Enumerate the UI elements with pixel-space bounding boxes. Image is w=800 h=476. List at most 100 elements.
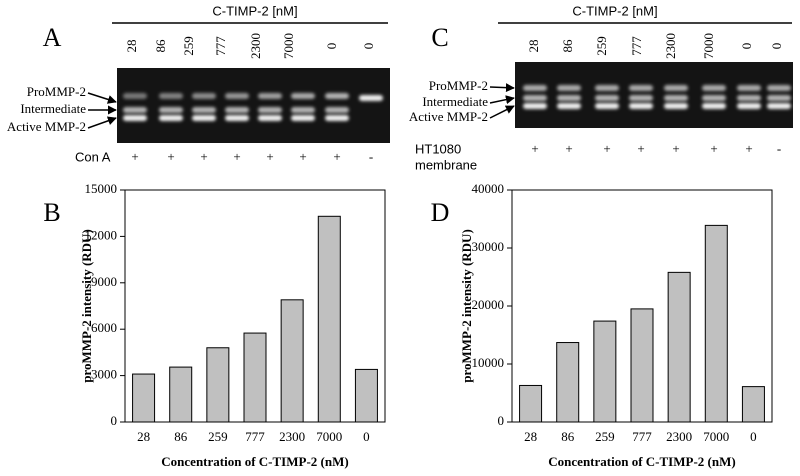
x-tick-label: 86 — [561, 429, 575, 444]
lane-label: 2300 — [248, 33, 263, 59]
treatment-mark: + — [672, 141, 679, 156]
y-tick-label: 6000 — [91, 320, 117, 335]
gel-band — [629, 103, 653, 109]
x-tick-label: 259 — [208, 429, 228, 444]
x-tick-label: 7000 — [703, 429, 729, 444]
bar — [280, 299, 304, 423]
treatment-label: Con A — [75, 149, 111, 164]
gel-band — [123, 107, 147, 113]
gel-band — [557, 85, 581, 91]
x-tick-label: 777 — [245, 429, 265, 444]
treatment-mark: + — [266, 149, 273, 164]
lane-label: 28 — [124, 40, 139, 53]
treatment-mark: + — [531, 141, 538, 156]
gel-band — [595, 85, 619, 91]
gel-band — [159, 93, 183, 99]
x-tick-label: 0 — [750, 429, 757, 444]
treatment-mark: + — [565, 141, 572, 156]
gel-band — [291, 115, 315, 121]
lane-label: 0 — [739, 43, 754, 50]
gel-band — [159, 107, 183, 113]
gel-band — [737, 95, 761, 101]
treatment-label: HT1080 — [415, 141, 461, 156]
bar — [169, 366, 193, 423]
panel-label: A — [43, 23, 62, 52]
treatment-mark: - — [369, 149, 373, 164]
gel-band — [664, 85, 688, 91]
gel-band — [325, 93, 349, 99]
gel-band — [557, 103, 581, 109]
gel-header: C-TIMP-2 [nM] — [572, 3, 657, 18]
gel-band — [291, 93, 315, 99]
band-label: ProMMP-2 — [429, 78, 488, 93]
band-arrow — [489, 95, 515, 105]
gel-band — [664, 103, 688, 109]
gel-band — [523, 103, 547, 109]
gel-band — [557, 95, 581, 101]
treatment-mark: + — [233, 149, 240, 164]
bar — [667, 271, 691, 423]
lane-label: 7000 — [701, 33, 716, 59]
gel-band — [702, 103, 726, 109]
gel-band — [767, 95, 791, 101]
x-axis-label: Concentration of C-TIMP-2 (nM) — [161, 454, 348, 469]
treatment-mark: + — [131, 149, 138, 164]
gel-band — [702, 85, 726, 91]
lane-label: 777 — [213, 36, 228, 56]
y-tick-label: 0 — [498, 413, 505, 428]
lane-label: 777 — [629, 36, 644, 56]
y-tick-label: 30000 — [472, 239, 505, 254]
lane-label: 28 — [526, 40, 541, 53]
x-axis-label: Concentration of C-TIMP-2 (nM) — [548, 454, 735, 469]
gel-band — [629, 95, 653, 101]
panel-label: C — [431, 23, 448, 52]
treatment-mark: - — [777, 141, 781, 156]
bar — [243, 332, 267, 423]
gel-band — [325, 115, 349, 121]
y-tick-label: 0 — [111, 413, 118, 428]
panel-label: D — [431, 198, 450, 227]
bar — [354, 368, 378, 423]
gel-band — [192, 115, 216, 121]
gel-band — [523, 85, 547, 91]
x-tick-label: 259 — [595, 429, 615, 444]
gel-header: C-TIMP-2 [nM] — [212, 3, 297, 18]
band-label: Active MMP-2 — [409, 109, 488, 124]
band-arrow — [87, 92, 117, 104]
gel-band — [159, 115, 183, 121]
band-arrow — [87, 116, 117, 129]
gel-band — [737, 85, 761, 91]
lane-label: 0 — [361, 43, 376, 50]
gel-band — [258, 93, 282, 99]
gel-band — [225, 93, 249, 99]
bar — [593, 320, 617, 423]
panel-label: B — [43, 198, 60, 227]
x-tick-label: 2300 — [279, 429, 305, 444]
x-tick-label: 28 — [137, 429, 150, 444]
y-tick-label: 15000 — [85, 181, 118, 196]
band-label: ProMMP-2 — [27, 84, 86, 99]
x-tick-label: 7000 — [316, 429, 342, 444]
bar — [741, 386, 765, 423]
band-label: Intermediate — [422, 94, 488, 109]
y-tick-label: 20000 — [472, 297, 505, 312]
x-tick-label: 0 — [363, 429, 370, 444]
lane-label: 0 — [324, 43, 339, 50]
treatment-mark: + — [710, 141, 717, 156]
treatment-mark: + — [333, 149, 340, 164]
y-tick-label: 10000 — [472, 355, 505, 370]
treatment-mark: + — [167, 149, 174, 164]
x-tick-label: 2300 — [666, 429, 692, 444]
gel-band — [629, 85, 653, 91]
band-arrow — [489, 83, 515, 93]
gel-band — [192, 107, 216, 113]
y-tick-label: 12000 — [85, 227, 118, 242]
gel-band — [595, 95, 619, 101]
lane-label: 86 — [153, 39, 168, 53]
gel-band — [225, 107, 249, 113]
gel-band — [702, 95, 726, 101]
bar — [519, 384, 543, 423]
y-tick-label: 3000 — [91, 367, 117, 382]
gel-image — [117, 68, 390, 143]
